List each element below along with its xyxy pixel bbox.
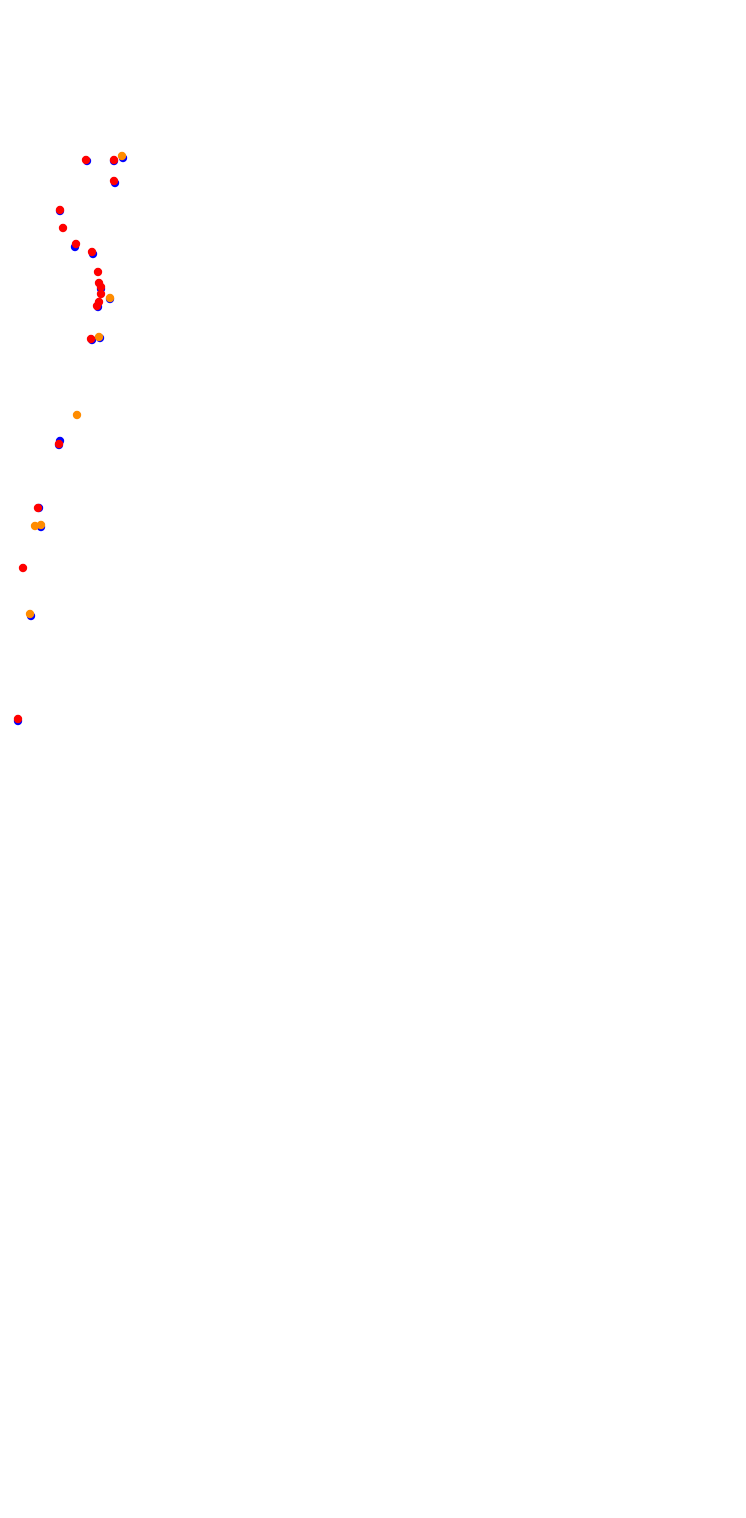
point (109, 155, 119, 165)
point (33, 503, 43, 513)
point (87, 247, 97, 257)
point (117, 151, 127, 161)
point (58, 223, 68, 233)
point (71, 239, 81, 249)
point (93, 267, 103, 277)
point (36, 520, 46, 530)
point (81, 155, 91, 165)
point (72, 410, 82, 420)
point (86, 334, 96, 344)
point (55, 205, 65, 215)
point (13, 714, 23, 724)
point (96, 282, 106, 292)
point (96, 289, 106, 299)
point (18, 563, 28, 573)
point (105, 293, 115, 303)
point (54, 439, 64, 449)
point (92, 301, 102, 311)
point (94, 332, 104, 342)
point (109, 176, 119, 186)
point (25, 609, 35, 619)
